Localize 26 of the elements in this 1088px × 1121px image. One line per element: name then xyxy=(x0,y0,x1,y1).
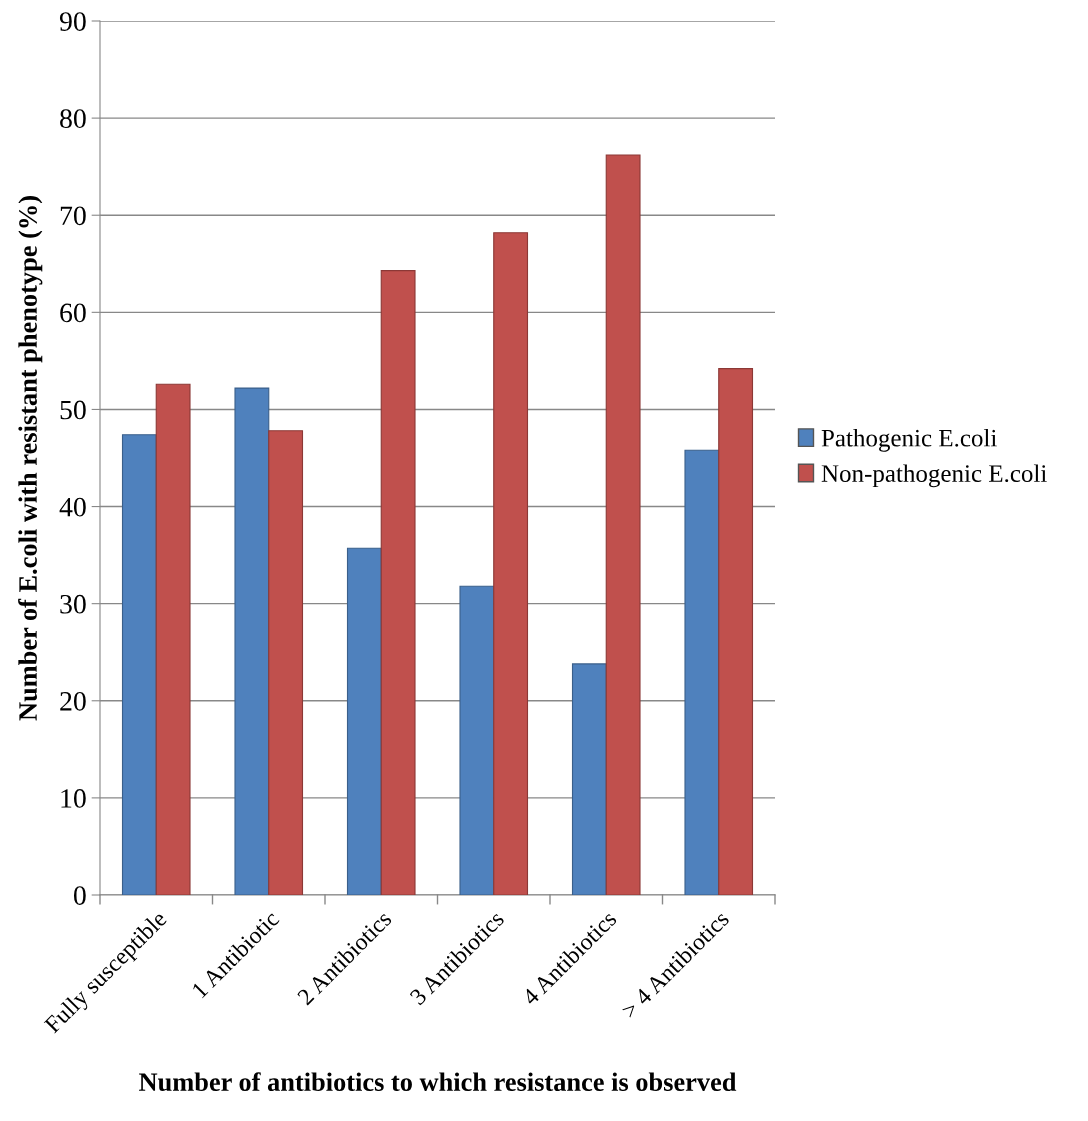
bar xyxy=(493,232,529,895)
bar xyxy=(155,383,191,895)
y-tick-label: 0 xyxy=(73,886,86,905)
y-tick-label: 70 xyxy=(60,206,86,226)
bar xyxy=(268,430,304,895)
y-tick-label: 10 xyxy=(61,789,86,808)
x-axis-title: Number of antibiotics to which resistance is observed xyxy=(139,1072,737,1092)
bar xyxy=(346,547,382,895)
y-tick-label: 50 xyxy=(60,400,86,420)
legend-label: Non-pathogenic E.coli xyxy=(821,464,1047,488)
y-tick-label: 40 xyxy=(59,497,86,517)
y-tick-label: 60 xyxy=(60,303,86,323)
bar xyxy=(605,154,641,895)
y-axis-title: Number of E.coli with resistant phenotype (%) xyxy=(18,196,43,721)
bar xyxy=(121,434,157,895)
y-tick-label: 90 xyxy=(59,12,86,31)
legend-label: Pathogenic E.coli xyxy=(821,429,997,452)
y-tick-label: 20 xyxy=(60,691,86,711)
y-tick-label: 80 xyxy=(60,109,86,129)
bar xyxy=(571,663,607,895)
y-tick-label: 30 xyxy=(60,594,86,614)
bar xyxy=(684,449,720,895)
bar xyxy=(459,585,495,895)
bar xyxy=(718,368,754,895)
bar xyxy=(234,387,270,895)
bar xyxy=(380,270,416,895)
